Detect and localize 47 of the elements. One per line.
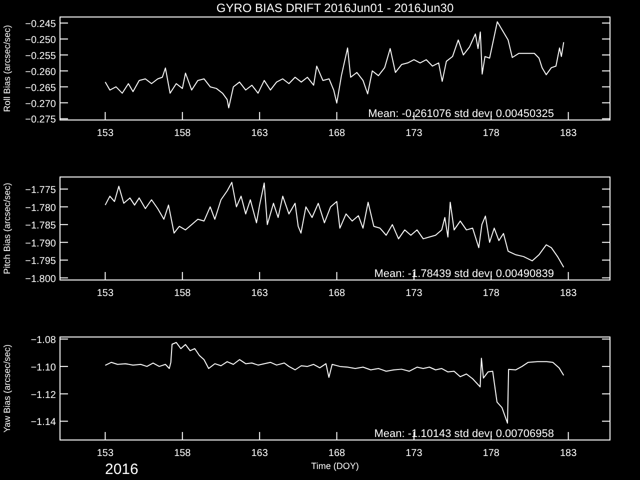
y-tick-label: −0.255 xyxy=(25,50,56,62)
y-tick-label: −1.785 xyxy=(25,220,56,232)
line-series xyxy=(104,182,564,268)
x-tick-label: 178 xyxy=(482,288,500,299)
text: 2016 xyxy=(105,461,138,478)
x-tick-label: 158 xyxy=(174,448,192,459)
x-tick-label: 178 xyxy=(482,128,500,139)
chart-title: GYRO BIAS DRIFT 2016Jun01 - 2016Jun30 xyxy=(216,1,454,15)
x-tick-label: 178 xyxy=(482,448,500,459)
y-axis-title: Roll Bias (arcsec/sec) xyxy=(2,24,12,112)
y-tick-label: −0.245 xyxy=(25,19,56,30)
y-tick-label: −1.790 xyxy=(25,238,56,250)
x-tick-label: 173 xyxy=(406,288,423,299)
x-tick-label: 153 xyxy=(96,288,114,299)
x-tick-label: 153 xyxy=(96,128,114,139)
x-tick-label: 163 xyxy=(251,288,268,299)
y-axis-title: Pitch Bias (arcsec/sec) xyxy=(2,182,12,274)
x-axis-title: Time (DOY) xyxy=(311,461,359,471)
x-tick-label: 173 xyxy=(406,448,423,459)
y-tick-label: −1.775 xyxy=(25,185,56,196)
x-tick-label: 158 xyxy=(174,288,192,299)
x-tick-label: 168 xyxy=(328,288,346,299)
y-tick-label: −0.270 xyxy=(25,98,56,110)
y-tick-label: −1.800 xyxy=(25,274,56,285)
y-tick-label: −0.260 xyxy=(25,66,56,78)
y-tick-label: −0.275 xyxy=(25,114,56,126)
x-tick-label: 158 xyxy=(174,128,192,139)
x-tick-label: 183 xyxy=(560,448,578,459)
x-tick-label: 183 xyxy=(560,288,578,299)
line-series xyxy=(104,342,564,424)
x-tick-label: 168 xyxy=(328,448,346,459)
x-tick-label: 168 xyxy=(328,128,346,139)
y-tick-label: −1.780 xyxy=(25,202,56,214)
x-tick-label: 173 xyxy=(406,128,423,139)
x-tick-label: 163 xyxy=(251,128,268,139)
y-tick-label: −1.12 xyxy=(30,390,56,401)
line-series xyxy=(104,21,564,108)
y-axis-title: Yaw Bias (arcsec/sec) xyxy=(2,344,12,433)
y-tick-label: −0.265 xyxy=(25,82,56,94)
x-tick-label: 183 xyxy=(560,128,578,139)
y-tick-label: −1.14 xyxy=(30,417,56,428)
y-tick-label: −1.08 xyxy=(30,335,56,346)
y-tick-label: −1.795 xyxy=(25,256,56,268)
y-tick-label: −0.250 xyxy=(25,35,56,46)
y-tick-label: −1.10 xyxy=(30,362,56,374)
x-tick-label: 163 xyxy=(251,448,268,459)
x-tick-label: 153 xyxy=(96,448,114,459)
